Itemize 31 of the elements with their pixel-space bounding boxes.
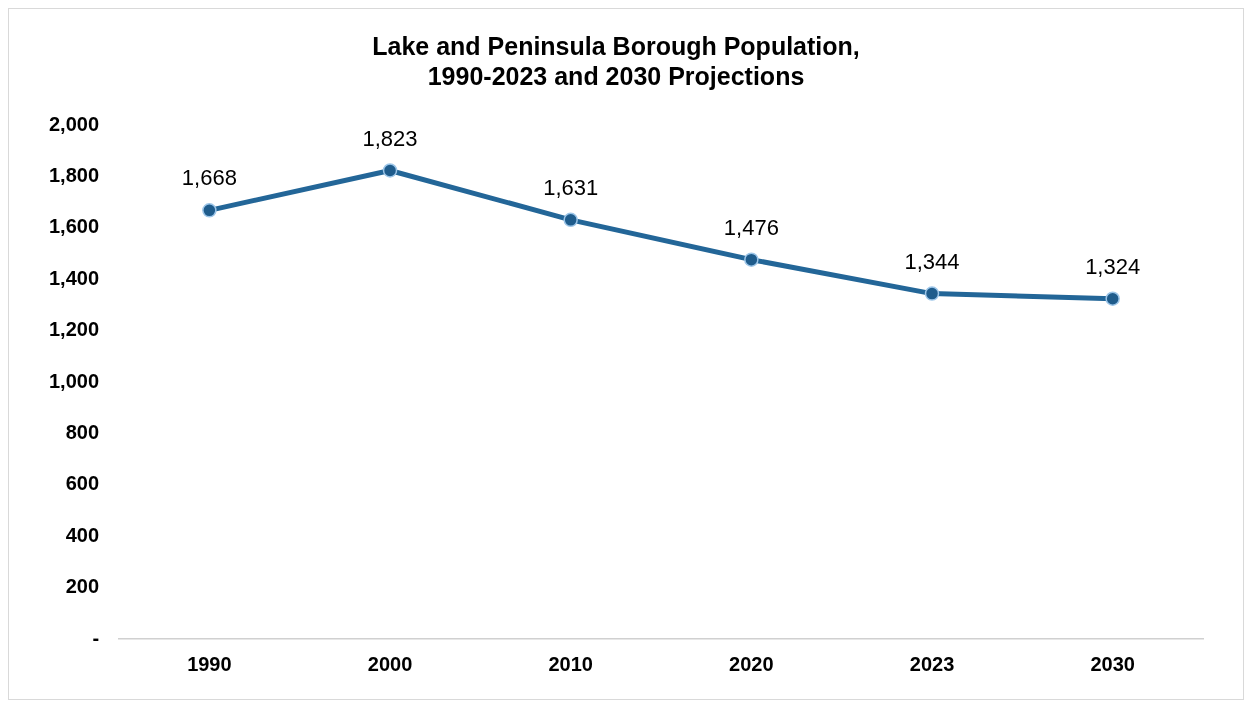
x-tick-label: 2030 <box>1090 652 1135 675</box>
x-tick-label: 2010 <box>548 652 593 675</box>
x-tick-label: 2023 <box>909 652 955 675</box>
data-label: 1,668 <box>181 165 237 191</box>
point <box>563 212 578 228</box>
data-label: 1,823 <box>362 125 418 151</box>
y-tick-label: 1,000 <box>48 369 100 392</box>
text: Lake and Peninsula Borough Population, <box>372 31 860 60</box>
y-tick-label: 1,600 <box>48 215 100 238</box>
data-label: 1,476 <box>723 214 779 240</box>
point <box>202 203 217 218</box>
x-tick-label: 1990 <box>187 652 232 675</box>
y-tick-label: 600 <box>65 472 100 495</box>
data-label: 1,631 <box>543 174 599 200</box>
y-tick-label: 1,800 <box>48 163 100 186</box>
y-tick-label: 400 <box>65 523 100 546</box>
y-tick-label: 1,400 <box>48 266 100 289</box>
y-tick-label: 200 <box>65 575 100 598</box>
y-tick-label: 2,000 <box>48 112 100 135</box>
data-label: 1,344 <box>904 248 960 274</box>
point <box>382 163 398 178</box>
text: 1990-2023 and 2030 Projections <box>427 61 805 90</box>
y-tick-label: 800 <box>65 420 100 443</box>
x-tick-label: 2000 <box>367 652 413 675</box>
point <box>924 286 940 301</box>
point <box>1105 291 1120 306</box>
data-label: 1,324 <box>1085 253 1141 279</box>
point <box>744 252 759 267</box>
y-tick-label: - <box>92 626 100 649</box>
y-tick-label: 1,200 <box>48 318 100 341</box>
x-tick-label: 2020 <box>729 652 774 675</box>
